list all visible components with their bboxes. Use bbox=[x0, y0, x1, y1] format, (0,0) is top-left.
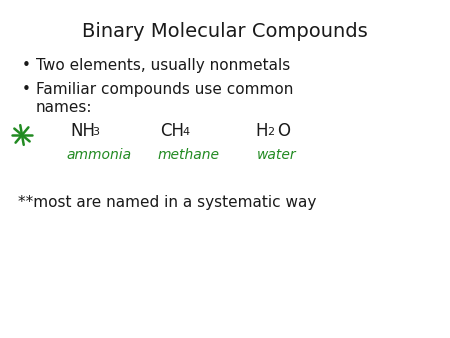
Text: water: water bbox=[257, 148, 297, 162]
Text: 4: 4 bbox=[182, 127, 189, 137]
Text: 3: 3 bbox=[92, 127, 99, 137]
Text: 2: 2 bbox=[267, 127, 274, 137]
Text: Binary Molecular Compounds: Binary Molecular Compounds bbox=[82, 22, 368, 41]
Text: names:: names: bbox=[36, 100, 93, 115]
Text: Two elements, usually nonmetals: Two elements, usually nonmetals bbox=[36, 58, 290, 73]
Text: •: • bbox=[22, 82, 31, 97]
Text: Familiar compounds use common: Familiar compounds use common bbox=[36, 82, 293, 97]
Text: ammonia: ammonia bbox=[66, 148, 131, 162]
Text: O: O bbox=[277, 122, 290, 140]
Text: •: • bbox=[22, 58, 31, 73]
Text: CH: CH bbox=[160, 122, 184, 140]
Text: methane: methane bbox=[158, 148, 220, 162]
Text: **most are named in a systematic way: **most are named in a systematic way bbox=[18, 195, 316, 210]
Text: H: H bbox=[255, 122, 267, 140]
Text: NH: NH bbox=[70, 122, 95, 140]
